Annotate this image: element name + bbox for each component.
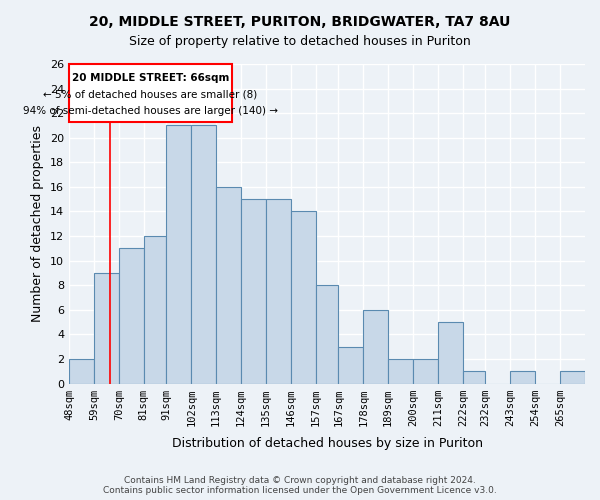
Bar [338, 346, 363, 384]
Bar [413, 359, 438, 384]
Y-axis label: Number of detached properties: Number of detached properties [31, 126, 44, 322]
Text: Size of property relative to detached houses in Puriton: Size of property relative to detached ho… [129, 35, 471, 48]
Bar [216, 187, 241, 384]
Bar [388, 359, 413, 384]
Text: 94% of semi-detached houses are larger (140) →: 94% of semi-detached houses are larger (… [23, 106, 278, 117]
Bar [144, 236, 166, 384]
Bar [166, 126, 191, 384]
Bar [511, 371, 535, 384]
Bar [463, 371, 485, 384]
Text: 20, MIDDLE STREET, PURITON, BRIDGWATER, TA7 8AU: 20, MIDDLE STREET, PURITON, BRIDGWATER, … [89, 15, 511, 29]
Bar [119, 248, 144, 384]
X-axis label: Distribution of detached houses by size in Puriton: Distribution of detached houses by size … [172, 437, 482, 450]
Bar [291, 212, 316, 384]
FancyBboxPatch shape [69, 64, 232, 122]
Bar [241, 199, 266, 384]
Bar [438, 322, 463, 384]
Bar [316, 285, 338, 384]
Bar [560, 371, 585, 384]
Text: Contains HM Land Registry data © Crown copyright and database right 2024.
Contai: Contains HM Land Registry data © Crown c… [103, 476, 497, 495]
Text: ← 5% of detached houses are smaller (8): ← 5% of detached houses are smaller (8) [43, 90, 257, 100]
Bar [363, 310, 388, 384]
Bar [191, 126, 216, 384]
Bar [69, 359, 94, 384]
Bar [94, 273, 119, 384]
Bar [266, 199, 291, 384]
Text: 20 MIDDLE STREET: 66sqm: 20 MIDDLE STREET: 66sqm [72, 73, 229, 83]
